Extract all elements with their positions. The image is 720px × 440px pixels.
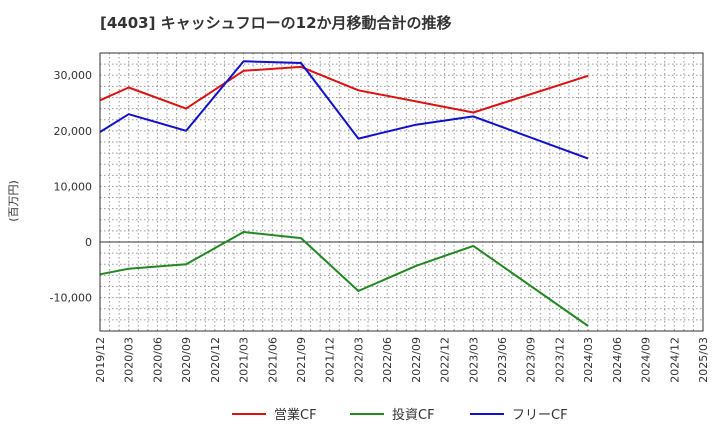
series-line: [99, 231, 589, 327]
legend: 営業CF 投資CF フリーCF: [232, 407, 568, 423]
x-tick-label: 2025/03: [697, 337, 710, 383]
x-tick-label: 2023/12: [553, 337, 566, 383]
x-tick-label: 2022/03: [352, 337, 365, 383]
chart-title: [4403] キャッシュフローの12か月移動合計の推移: [100, 14, 452, 32]
x-tick-label: 2020/09: [180, 337, 193, 383]
y-tick-label: 30,000: [54, 69, 93, 82]
x-tick-label: 2021/03: [238, 337, 251, 383]
legend-label: 投資CF: [392, 407, 435, 423]
x-tick-label: 2022/06: [381, 337, 394, 383]
x-tick-label: 2022/12: [439, 337, 452, 383]
x-tick-label: 2021/12: [324, 337, 337, 383]
plot-frame: [99, 52, 704, 332]
series-line: [99, 65, 589, 114]
x-tick-label: 2024/12: [668, 337, 681, 383]
x-tick-label: 2024/06: [611, 337, 624, 383]
x-tick-label: 2019/12: [94, 337, 107, 383]
y-tick-label: 20,000: [54, 125, 93, 138]
x-tick-label: 2021/09: [295, 337, 308, 383]
legend-label: フリーCF: [512, 408, 568, 423]
x-tick-label: 2021/06: [266, 337, 279, 383]
x-tick-label: 2020/12: [209, 337, 222, 383]
y-tick-label: 0: [85, 236, 92, 249]
y-axis-title: (百万円): [7, 180, 20, 222]
series-line: [99, 60, 589, 160]
series-lines: [99, 60, 589, 327]
x-axis-ticks: 2019/12 2020/03 2020/06 2020/09 2020/12 2021/…: [94, 337, 710, 383]
x-tick-label: 2023/06: [496, 337, 509, 383]
y-axis-ticks: -10,000 0 10,000 20,000 30,000: [50, 69, 703, 305]
x-tick-label: 2023/03: [467, 337, 480, 383]
x-tick-label: 2023/09: [525, 337, 538, 383]
legend-label: 営業CF: [274, 407, 317, 423]
y-tick-label: -10,000: [50, 292, 92, 305]
x-tick-label: 2020/06: [151, 337, 164, 383]
x-tick-label: 2022/09: [410, 337, 423, 383]
x-tick-label: 2024/03: [582, 337, 595, 383]
grid: [100, 53, 703, 331]
x-tick-label: 2024/09: [640, 337, 653, 383]
y-tick-label: 10,000: [54, 180, 93, 193]
x-tick-label: 2020/03: [123, 337, 136, 383]
